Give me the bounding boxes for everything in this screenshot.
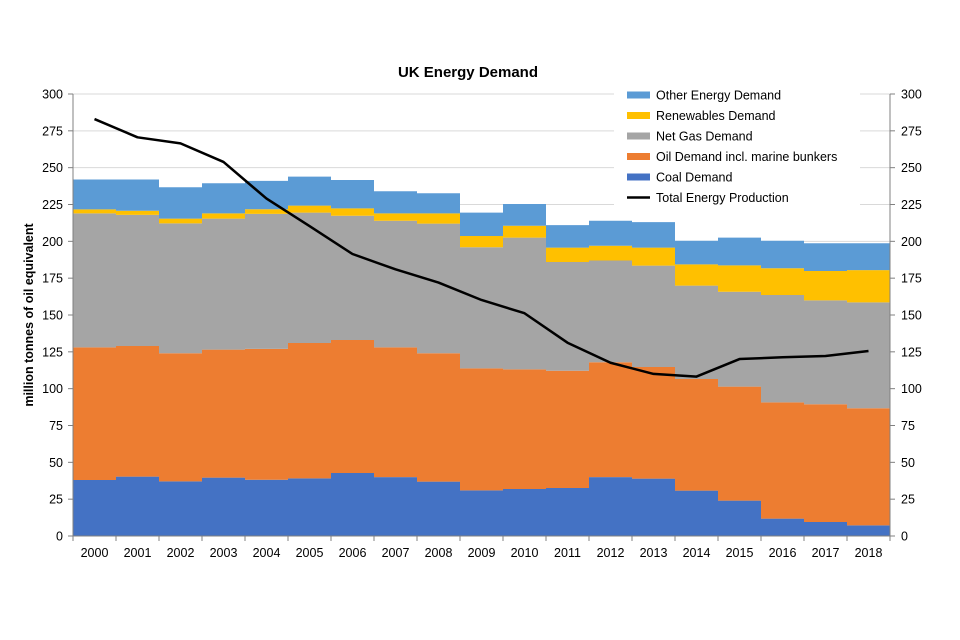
x-tick-label: 2018 (855, 546, 883, 560)
chart-title: UK Energy Demand (398, 64, 538, 81)
x-tick-label: 2009 (468, 546, 496, 560)
x-tick-label: 2014 (683, 546, 711, 560)
y-tick-label-right: 300 (901, 88, 922, 102)
area-oil-demand-incl-marine-bunkers (73, 340, 890, 526)
y-tick-label-right: 75 (901, 419, 915, 433)
y-tick-label-left: 150 (42, 309, 63, 323)
y-tick-label-left: 200 (42, 235, 63, 249)
y-axis-right-ticks: 0 25 50 75 100 125 150 175 200 225 250 275 300 (890, 88, 922, 544)
y-tick-label-left: 275 (42, 124, 63, 138)
x-axis-ticks: 2000 2001 2002 2003 2004 2005 2006 2007 2008 2009… (72, 536, 891, 560)
y-tick-label-right: 150 (901, 309, 922, 323)
area-renewables-demand (73, 205, 890, 303)
y-tick-label-left: 0 (56, 530, 63, 544)
y-tick-label-right: 0 (901, 530, 908, 544)
legend-label: Net Gas Demand (656, 130, 753, 144)
production-line (94, 117, 869, 378)
area-net-gas-demand (73, 212, 890, 409)
y-axis-left-ticks: 0 25 50 75 100 125 150 175 200 225 250 275 300 (42, 88, 73, 544)
y-tick-label-right: 125 (901, 345, 922, 359)
y-tick-label-right: 175 (901, 272, 922, 286)
legend-item: Coal Demand (627, 171, 732, 185)
legend-swatch (627, 91, 650, 99)
y-tick-label-right: 225 (901, 198, 922, 212)
x-tick-label: 2002 (167, 546, 195, 560)
y-tick-label-right: 250 (901, 161, 922, 175)
legend-label: Total Energy Production (656, 191, 789, 205)
x-tick-label: 2004 (253, 546, 281, 560)
legend-item: Total Energy Production (627, 191, 789, 205)
x-tick-label: 2017 (812, 546, 840, 560)
legend-label: Other Energy Demand (656, 89, 781, 103)
legend-item: Renewables Demand (627, 109, 776, 123)
y-tick-label-left: 300 (42, 88, 63, 102)
y-tick-label-left: 225 (42, 198, 63, 212)
legend-swatch (627, 132, 650, 140)
area-other-energy-demand (73, 176, 890, 271)
y-tick-label-left: 175 (42, 272, 63, 286)
y-tick-label-right: 275 (901, 124, 922, 138)
y-tick-label-right: 25 (901, 493, 915, 507)
y-tick-label-left: 25 (49, 493, 63, 507)
legend-background (614, 84, 860, 212)
x-tick-label: 2011 (554, 546, 581, 560)
x-tick-label: 2005 (296, 546, 324, 560)
x-tick-label: 2008 (425, 546, 453, 560)
x-tick-label: 2001 (124, 546, 152, 560)
y-tick-label-left: 50 (49, 456, 63, 470)
y-tick-label-right: 100 (901, 382, 922, 396)
y-tick-label-left: 125 (42, 345, 63, 359)
legend-swatch (627, 112, 650, 119)
y-tick-label-left: 75 (49, 419, 63, 433)
legend-swatch (627, 173, 650, 181)
x-tick-label: 2012 (597, 546, 625, 560)
x-tick-label: 2006 (339, 546, 367, 560)
y-tick-label-left: 100 (42, 382, 63, 396)
x-tick-label: 2010 (511, 546, 539, 560)
legend: Other Energy Demand Renewables Demand Net … (614, 84, 860, 212)
y-tick-label-right: 50 (901, 456, 915, 470)
x-tick-label: 2016 (769, 546, 797, 560)
legend-label: Coal Demand (656, 171, 732, 185)
legend-item: Oil Demand incl. marine bunkers (627, 150, 837, 164)
legend-item: Net Gas Demand (627, 130, 753, 144)
area-coal-demand (73, 472, 890, 536)
y-tick-label-left: 250 (42, 161, 63, 175)
line-total-energy-production (94, 117, 869, 378)
legend-label: Oil Demand incl. marine bunkers (656, 150, 837, 164)
legend-swatch (627, 153, 650, 160)
legend-label: Renewables Demand (656, 109, 776, 123)
x-tick-label: 2007 (382, 546, 410, 560)
x-tick-label: 2013 (640, 546, 668, 560)
y-tick-label-right: 200 (901, 235, 922, 249)
x-tick-label: 2015 (726, 546, 754, 560)
x-tick-label: 2000 (81, 546, 109, 560)
y-axis-label: million tonnes of oil equivalent (22, 222, 36, 406)
legend-item: Other Energy Demand (627, 89, 781, 103)
x-tick-label: 2003 (210, 546, 238, 560)
stacked-areas (73, 176, 890, 536)
